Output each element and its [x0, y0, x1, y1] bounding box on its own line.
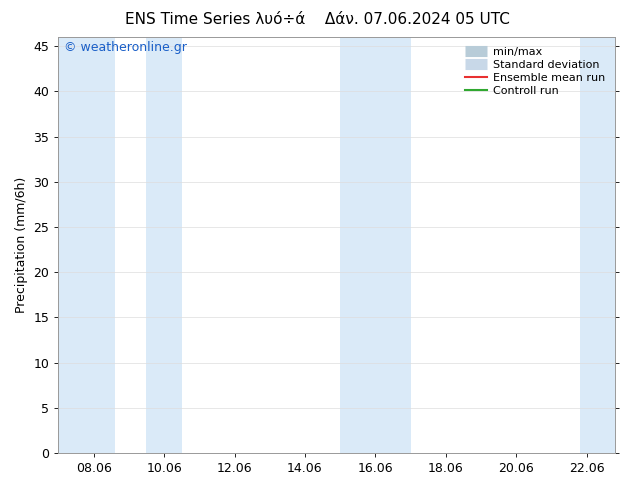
Bar — [58, 37, 115, 453]
Text: © weatheronline.gr: © weatheronline.gr — [64, 41, 187, 54]
Legend: min/max, Standard deviation, Ensemble mean run, Controll run: min/max, Standard deviation, Ensemble me… — [460, 43, 609, 100]
Bar — [340, 37, 411, 453]
Text: ENS Time Series λυό÷ά    Δάν. 07.06.2024 05 UTC: ENS Time Series λυό÷ά Δάν. 07.06.2024 05… — [124, 12, 510, 27]
Bar — [579, 37, 615, 453]
Y-axis label: Precipitation (mm/6h): Precipitation (mm/6h) — [15, 177, 28, 313]
Bar — [146, 37, 182, 453]
